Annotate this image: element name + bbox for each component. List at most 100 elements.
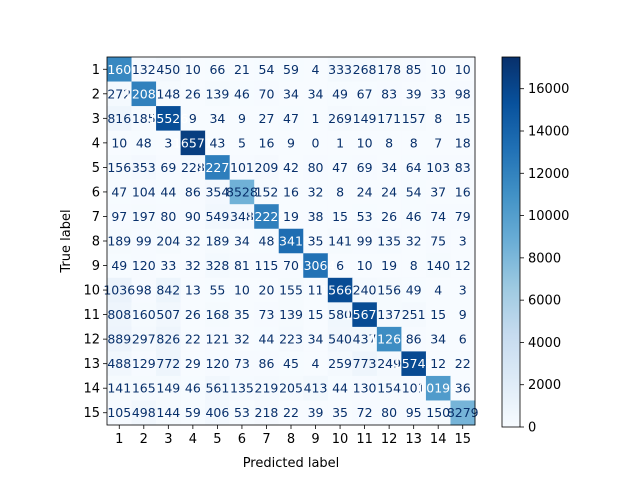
heatmap-cell <box>401 57 427 82</box>
cell-value-label: 20 <box>259 283 275 298</box>
cell-value-label: 80 <box>381 405 397 420</box>
cell-value-label: 165 <box>132 381 156 396</box>
cell-value-label: 842 <box>156 283 180 298</box>
heatmap-cell <box>450 277 476 303</box>
y-tick-label: 12 <box>83 333 100 348</box>
cell-value-label: 10199 <box>418 381 458 396</box>
heatmap-cell <box>376 204 402 230</box>
cell-value-label: 39 <box>308 405 324 420</box>
cell-value-label: 8 <box>410 258 418 273</box>
heatmap-cell <box>205 400 231 426</box>
y-tick-label: 7 <box>92 210 100 225</box>
cell-value-label: 488 <box>107 356 131 371</box>
cell-value-label: 498 <box>132 405 156 420</box>
cell-value-label: 75 <box>430 234 446 249</box>
heatmap-cell <box>180 155 206 181</box>
heatmap-cell <box>205 81 231 107</box>
heatmap-cell <box>401 155 427 181</box>
heatmap-cell <box>254 130 280 156</box>
cell-value-label: 808 <box>107 307 131 322</box>
cell-value-label: 140 <box>426 258 450 273</box>
cell-value-label: 189 <box>205 234 229 249</box>
heatmap-cell <box>254 400 280 426</box>
cell-value-label: 249 <box>377 356 401 371</box>
cell-value-label: 64 <box>406 160 422 175</box>
heatmap-cell <box>131 400 157 426</box>
cell-value-label: 155 <box>279 283 303 298</box>
cell-value-label: 219 <box>255 381 279 396</box>
heatmap-cell <box>156 253 181 279</box>
cell-value-label: 240 <box>353 283 377 298</box>
heatmap-cell <box>327 253 353 279</box>
cell-value-label: 44 <box>160 184 176 199</box>
heatmap-cell <box>352 81 378 107</box>
cell-value-label: 121 <box>205 332 229 347</box>
cell-value-label: 10 <box>357 135 373 150</box>
cell-value-label: 34 <box>234 234 250 249</box>
colorbar-tick-label: 0 <box>528 421 536 436</box>
cell-value-label: 24 <box>357 184 373 199</box>
heatmap-cell <box>156 277 181 303</box>
cell-value-label: 149 <box>156 381 180 396</box>
heatmap-cell <box>180 400 206 426</box>
cell-value-label: 66 <box>209 62 225 77</box>
cell-value-label: 32 <box>406 234 422 249</box>
y-tick-label: 1 <box>92 63 100 78</box>
colorbar-tick-label: 6000 <box>528 294 561 309</box>
heatmap-cell <box>254 302 280 328</box>
heatmap-cell <box>205 253 231 279</box>
cell-value-label: 129 <box>132 356 156 371</box>
colorbar-tick-label: 10000 <box>528 209 569 224</box>
heatmap-cell <box>229 179 255 205</box>
heatmap-cell <box>352 400 378 426</box>
cell-value-label: 46 <box>185 381 201 396</box>
cell-value-label: 15747 <box>394 356 434 371</box>
cell-value-label: 152 <box>255 184 279 199</box>
cell-value-label: 26 <box>185 307 201 322</box>
heatmap-cell <box>425 375 451 401</box>
cell-value-label: 36 <box>455 381 471 396</box>
colorbar-tick-label: 8000 <box>528 251 561 266</box>
cell-value-label: 95 <box>406 405 422 420</box>
y-tick-label: 15 <box>83 406 100 421</box>
cell-value-label: 90 <box>185 209 201 224</box>
cell-value-label: 9 <box>238 111 246 126</box>
heatmap-cell <box>303 57 329 82</box>
heatmap-cell <box>229 277 255 303</box>
heatmap-cell <box>229 400 255 426</box>
heatmap-cell <box>450 81 476 107</box>
colorbar-tick-label: 16000 <box>528 82 569 97</box>
heatmap-cell <box>425 277 451 303</box>
cell-value-label: 99 <box>357 234 373 249</box>
cell-value-label: 10 <box>234 283 250 298</box>
colorbar-tick-label: 2000 <box>528 378 561 393</box>
cell-value-label: 15 <box>308 307 324 322</box>
cell-value-label: 10 <box>111 135 127 150</box>
heatmap-cell <box>205 179 231 205</box>
heatmap-cell <box>156 228 181 254</box>
heatmap-cell <box>352 130 378 156</box>
heatmap-cell <box>229 326 255 352</box>
cell-value-label: 86 <box>185 184 201 199</box>
heatmap-cell <box>205 326 231 352</box>
cell-value-label: 348 <box>230 209 254 224</box>
cell-value-label: 34 <box>381 160 397 175</box>
cell-value-label: 44 <box>259 332 275 347</box>
heatmap-cell <box>278 204 304 230</box>
x-tick-label: 15 <box>454 432 471 447</box>
heatmap-cell <box>352 351 378 377</box>
heatmap-cell <box>401 228 427 254</box>
heatmap-cell <box>254 155 280 181</box>
heatmap-cell <box>254 228 280 254</box>
heatmap-cell <box>425 57 451 82</box>
heatmap-cell <box>107 155 132 181</box>
cell-value-label: 13 <box>185 283 201 298</box>
cell-value-label: 8 <box>336 184 344 199</box>
cell-value-label: 27 <box>259 111 275 126</box>
cell-value-label: 35 <box>308 234 324 249</box>
cell-value-label: 328 <box>205 258 229 273</box>
heatmap-cell <box>205 302 231 328</box>
heatmap-cell <box>156 204 181 230</box>
heatmap-cell <box>229 130 255 156</box>
heatmap-cell <box>352 106 378 131</box>
